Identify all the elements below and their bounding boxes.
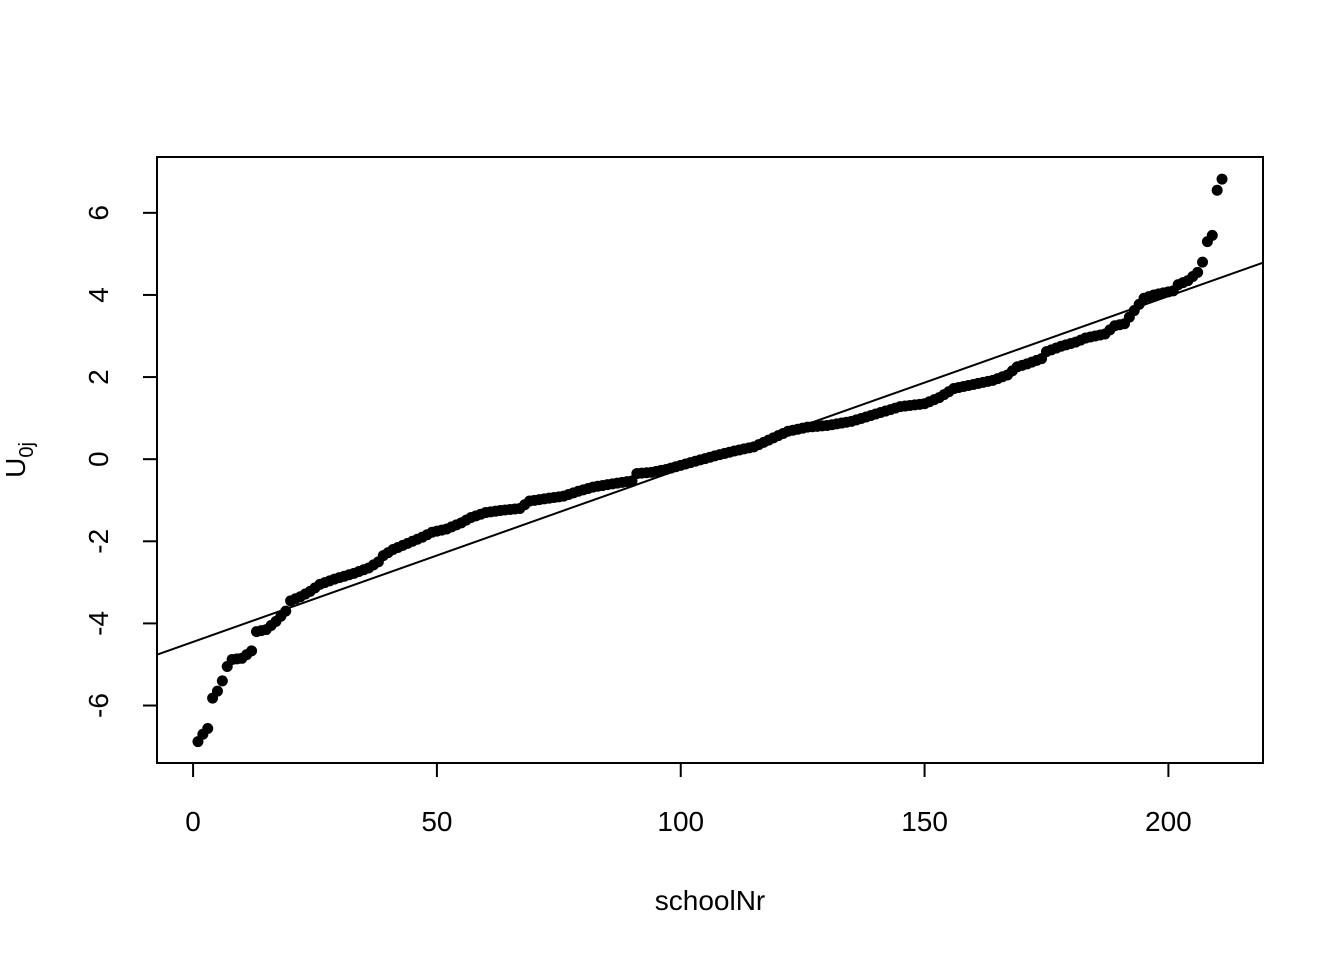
- y-axis-label: U0j: [0, 442, 38, 478]
- data-point: [1211, 184, 1223, 196]
- data-point: [216, 675, 228, 687]
- data-point: [1216, 173, 1228, 185]
- data-point: [211, 685, 223, 697]
- y-tick-label: 2: [83, 369, 114, 385]
- data-point: [280, 605, 292, 617]
- data-point: [246, 645, 258, 657]
- x-tick-label: 50: [421, 806, 452, 837]
- x-tick-label: 200: [1145, 806, 1192, 837]
- data-point: [1197, 256, 1209, 268]
- x-tick-label: 0: [185, 806, 201, 837]
- y-tick-label: -2: [83, 529, 114, 554]
- x-axis-label: schoolNr: [655, 885, 765, 916]
- data-point: [1206, 229, 1218, 241]
- data-point: [202, 723, 214, 735]
- x-tick-label: 100: [657, 806, 704, 837]
- y-tick-label: -4: [83, 611, 114, 636]
- y-tick-label: 6: [83, 205, 114, 221]
- data-points: [192, 173, 1228, 748]
- y-axis-label-main: U: [0, 458, 31, 478]
- y-tick-label: -6: [83, 693, 114, 718]
- y-tick-label: 0: [83, 451, 114, 467]
- y-axis: -6 -4 -2 0 2 4 6: [83, 205, 158, 718]
- x-axis: 0 50 100 150 200: [185, 762, 1192, 837]
- data-point: [1192, 266, 1204, 278]
- x-tick-label: 150: [901, 806, 948, 837]
- y-tick-label: 4: [83, 287, 114, 303]
- y-axis-label-subscript: 0j: [16, 442, 38, 458]
